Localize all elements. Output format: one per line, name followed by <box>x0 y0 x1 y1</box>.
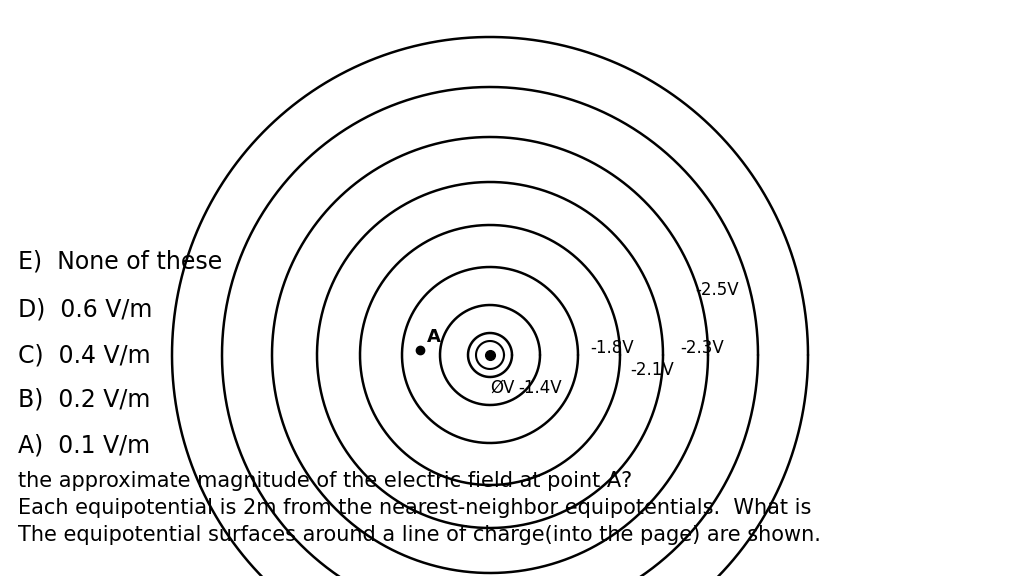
Text: B)  0.2 V/m: B) 0.2 V/m <box>18 388 151 412</box>
Text: D)  0.6 V/m: D) 0.6 V/m <box>18 298 153 322</box>
Text: -2.3V: -2.3V <box>680 339 724 357</box>
Text: A: A <box>427 328 441 346</box>
Text: -1.8V: -1.8V <box>590 339 634 357</box>
Text: -2.5V: -2.5V <box>695 281 738 299</box>
Text: C)  0.4 V/m: C) 0.4 V/m <box>18 343 151 367</box>
Text: The equipotential surfaces around a line of charge(into the page) are shown.: The equipotential surfaces around a line… <box>18 525 821 545</box>
Text: -2.1V: -2.1V <box>630 361 674 379</box>
Text: E)  None of these: E) None of these <box>18 250 222 274</box>
Text: ØV: ØV <box>490 379 514 397</box>
Text: Each equipotential is 2m from the nearest-neighbor equipotentials.  What is: Each equipotential is 2m from the neares… <box>18 498 811 518</box>
Text: -1.4V: -1.4V <box>518 379 561 397</box>
Text: the approximate magnitude of the electric field at point A?: the approximate magnitude of the electri… <box>18 471 632 491</box>
Text: A)  0.1 V/m: A) 0.1 V/m <box>18 433 151 457</box>
